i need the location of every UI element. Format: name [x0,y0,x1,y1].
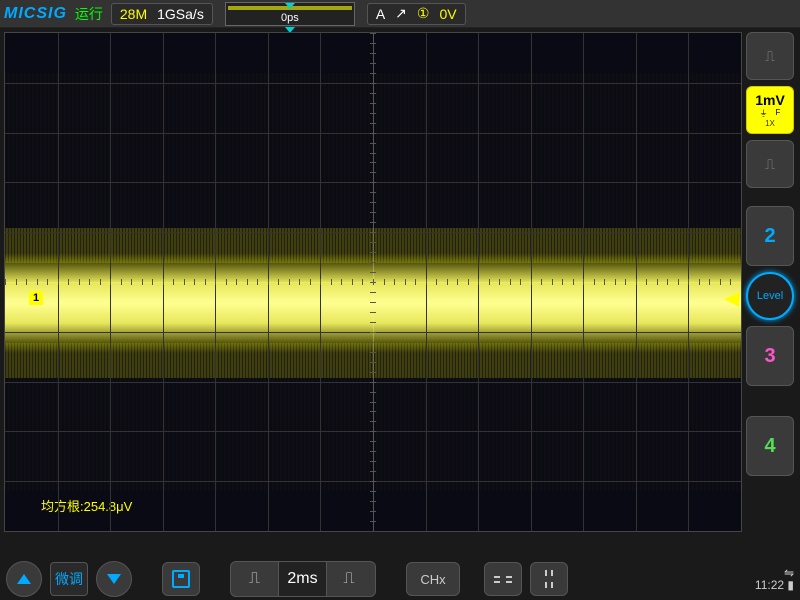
timebase-value[interactable]: 2ms [279,562,327,596]
battery-icon: ▮ [787,578,794,592]
measurement-readout: 均方根:254.8μV [41,496,132,515]
nav-up-button[interactable] [6,561,42,597]
ch3-label: 3 [764,345,775,368]
timebase-zoom-out-button[interactable]: ⎍ [231,562,279,596]
acquisition-group[interactable]: 28M 1GSa/s [111,3,213,25]
cursor-button[interactable] [530,562,568,596]
timeline-marker-top [285,3,295,9]
waveform-noise-bottom [5,343,741,378]
measure-icon [494,576,512,583]
pulse-wide-icon: ⎍ [343,570,358,588]
clock: 11:22 [755,578,784,592]
trigger-level: 0V [437,6,458,22]
ch1-scale-button[interactable]: 1mV ⏚F 1X [746,86,794,134]
ch1-probe: 1X [765,119,775,128]
trigger-level-arrow-icon[interactable]: ◀ [725,288,739,309]
pulse-narrow-icon: ⎍ [249,570,260,588]
pulse-icon: ⎍ [765,156,775,173]
timebase-group: ⎍ 2ms ⎍ [230,561,376,597]
measure-button[interactable] [484,562,522,596]
ch2-button[interactable]: 2 [746,206,794,266]
pulse-icon: ⎍ [765,48,775,65]
fine-adjust-button[interactable]: 微调 [50,562,88,596]
ch2-label: 2 [764,225,775,248]
trigger-group[interactable]: A ↗ ① 0V [367,3,466,25]
save-button[interactable] [162,562,200,596]
triangle-down-icon [107,574,121,584]
top-bar: MICSIG 运行 28M 1GSa/s 0ps A ↗ ① 0V [0,0,800,28]
timebase-zoom-in-button[interactable]: ⎍ [327,562,375,596]
nav-down-button[interactable] [96,561,132,597]
ch1-scale-value: 1mV [755,92,785,108]
trigger-source: ① [415,5,432,22]
run-status: 运行 [75,4,103,24]
waveform-display[interactable]: 1 ◀ 均方根:254.8μV [4,32,742,532]
trigger-edge-icon: ↗ [393,5,409,22]
memory-depth: 28M [118,6,149,22]
chx-button[interactable]: CHx [406,562,460,596]
time-position: 0ps [281,12,299,24]
status-area: ⇋ 11:22 ▮ [755,567,794,591]
ch3-button[interactable]: 3 [746,326,794,386]
channel-1-marker[interactable]: 1 [29,291,43,305]
cursor-icon [545,570,553,588]
sample-rate: 1GSa/s [155,6,206,22]
triangle-up-icon [17,574,31,584]
ch1-coupling-bot-button[interactable]: ⎍ [746,140,794,188]
ch1-coupling-top-button[interactable]: ⎍ [746,32,794,80]
trigger-mode: A [374,6,387,22]
timeline-indicator[interactable]: 0ps [225,2,355,26]
ch4-button[interactable]: 4 [746,416,794,476]
main-area: -200μV 1 ◀ 均方根:254.8μV ⎍ 1mV ⏚F 1X ⎍ 2 L… [0,28,800,558]
channel-panel: ⎍ 1mV ⏚F 1X ⎍ 2 Level 3 4 [742,28,798,558]
ch4-label: 4 [764,435,775,458]
brand-logo: MICSIG [4,5,67,23]
waveform-band [5,253,741,353]
level-knob[interactable]: Level [746,272,794,320]
save-icon [172,570,190,588]
bottom-toolbar: 微调 ⎍ 2ms ⎍ CHx ⇋ 11:22 ▮ [0,558,800,600]
